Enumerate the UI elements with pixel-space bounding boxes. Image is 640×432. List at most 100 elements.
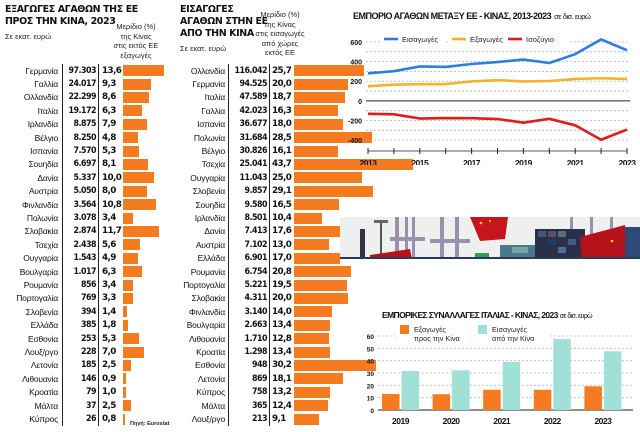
china-share: 0,8 — [102, 414, 116, 425]
x-tick-label: 2013 — [360, 158, 378, 165]
eu-china-trade-line-chart: ΕΜΠΟΡΙΟ ΑΓΑΘΩΝ ΜΕΤΑΞΥ ΕΕ - ΚΙΝΑΣ, 2013-2… — [348, 11, 637, 165]
share-bar — [123, 185, 148, 197]
table-row: Κροατία 1.298 13,4 — [175, 345, 355, 358]
legend-bg — [397, 323, 471, 345]
share-bar — [123, 319, 129, 331]
exports-subtitle: Σε εκατ. ευρώ — [5, 32, 52, 41]
table-row: Αυστρία 7.102 13,0 — [175, 238, 355, 251]
china-share: 18,0 — [272, 119, 292, 130]
share-bar — [294, 91, 345, 103]
country-name: Βέλγιο — [201, 146, 226, 157]
country-name: Κύπρος — [29, 414, 58, 425]
trade-value: 7.102 — [244, 239, 267, 250]
bar-exports-2019 — [382, 393, 400, 410]
china-share: 8,6 — [102, 92, 116, 103]
series-line-2 — [367, 112, 628, 142]
china-share: 13,0 — [272, 239, 292, 250]
trade-value: 253 — [80, 333, 97, 344]
legend-label: προς την Κίνα — [414, 334, 461, 343]
table-row: Εσθονία 253 5,3 — [0, 332, 180, 345]
table-row: Γερμανία 94.525 20,0 — [175, 77, 355, 90]
trade-value: 6.754 — [244, 266, 267, 277]
china-share: 29,1 — [272, 186, 292, 197]
share-bar — [294, 132, 372, 144]
bar-exports-2021 — [483, 389, 501, 410]
imports-share-header-line: εκτός ΕΕ — [265, 48, 295, 57]
share-bar — [123, 199, 156, 211]
bar-exports-2023 — [584, 386, 602, 410]
share-bar — [294, 78, 349, 90]
legend-label: Εισαγωγές — [492, 325, 527, 334]
legend-item: Εισαγωγές — [381, 34, 445, 44]
source-label: Πηγή: Eurostat — [130, 421, 170, 427]
share-bar — [123, 172, 154, 184]
china-share: 11,7 — [102, 226, 122, 237]
trade-value: 365 — [251, 400, 268, 411]
trade-value: 9.580 — [244, 199, 267, 210]
china-share: 18,7 — [272, 92, 292, 103]
china-share: 20,0 — [272, 293, 292, 304]
country-name: Ουγγαρία — [190, 172, 225, 183]
table-row: Κροατία 79 1,0 — [0, 386, 180, 399]
country-name: Ουγγαρία — [23, 253, 58, 264]
share-bar — [294, 239, 330, 251]
imports-title-line3: ΑΠΟ ΤΗΝ ΚΙΝΑ — [180, 28, 254, 39]
y-tick-label: -200 — [348, 118, 362, 125]
country-name: Φινλανδία — [22, 199, 58, 210]
y-tick-label: 600 — [350, 40, 362, 47]
country-name: Σλοβακία — [24, 226, 59, 237]
table-row: Σουηδία 9.580 16,5 — [175, 198, 355, 211]
china-share: 10,0 — [102, 172, 122, 183]
china-share: 0,9 — [102, 373, 116, 384]
table-row: Ελλάδα 385 1,8 — [0, 319, 180, 332]
share-bar — [123, 132, 138, 144]
legend-label: Ισοζύγιο — [526, 35, 554, 44]
trade-value: 116.042 — [234, 65, 267, 76]
country-name: Σλοβενία — [192, 186, 225, 197]
x-tick-label: 2023 — [619, 158, 637, 165]
country-name: Αυστρία — [195, 239, 225, 250]
country-name: Τσεχία — [201, 159, 226, 170]
country-name: Λουξ/ργο — [191, 414, 226, 425]
share-bar — [123, 239, 141, 251]
country-name: Ιρλανδία — [27, 119, 58, 130]
x-tick-label: 2021 — [493, 416, 511, 426]
china-share: 9,3 — [102, 79, 116, 90]
share-bar — [294, 212, 323, 224]
trade-value: 97.303 — [68, 65, 96, 76]
china-share: 16,1 — [272, 146, 292, 157]
imports-divider-1 — [228, 64, 229, 426]
country-name: Λιθουανία — [189, 333, 225, 344]
table-row: Ιταλία 19.172 6,3 — [0, 104, 180, 117]
share-bar — [294, 333, 329, 345]
trade-value: 37 — [85, 400, 97, 411]
y-tick-label: -400 — [348, 138, 362, 145]
legend-label: Εξαγωγές — [470, 35, 503, 44]
china-share: 7,9 — [102, 119, 116, 130]
trade-value: 9.857 — [244, 186, 267, 197]
trade-value: 11.043 — [239, 172, 267, 183]
china-share: 6,3 — [102, 105, 116, 116]
share-bar — [294, 252, 341, 264]
share-bar — [123, 118, 148, 130]
x-tick-label: 2023 — [594, 416, 612, 426]
trade-value: 1.017 — [73, 266, 96, 277]
table-row: Πολωνία 3.078 3,4 — [0, 211, 180, 224]
country-name: Γαλλία — [34, 79, 58, 90]
trade-value: 30.826 — [239, 146, 267, 157]
table-row: Ολλανδία 22.299 8,6 — [0, 91, 180, 104]
imports-subtitle: Σε εκατ. ευρώ — [180, 44, 227, 53]
share-bar — [123, 91, 150, 103]
y-tick-label: 20 — [367, 383, 375, 390]
table-row: Γερμανία 97.303 13,6 — [0, 64, 180, 77]
series-line-1 — [367, 76, 628, 88]
y-tick-label: 10 — [367, 396, 375, 403]
legend-item: Εξαγωγές — [449, 34, 513, 44]
china-share: 8,1 — [102, 159, 116, 170]
exports-share-header-line: στις εκτός ΕΕ — [113, 41, 159, 50]
table-row: Λουξ/ργο 213 9,1 — [175, 412, 355, 425]
country-name: Ιρλανδία — [194, 213, 225, 224]
imports-title-line2: ΑΓΑΘΩΝ ΣΤΗΝ ΕΕ — [180, 16, 268, 27]
country-name: Πορτογαλία — [183, 280, 225, 291]
china-share: 5,3 — [102, 146, 116, 157]
